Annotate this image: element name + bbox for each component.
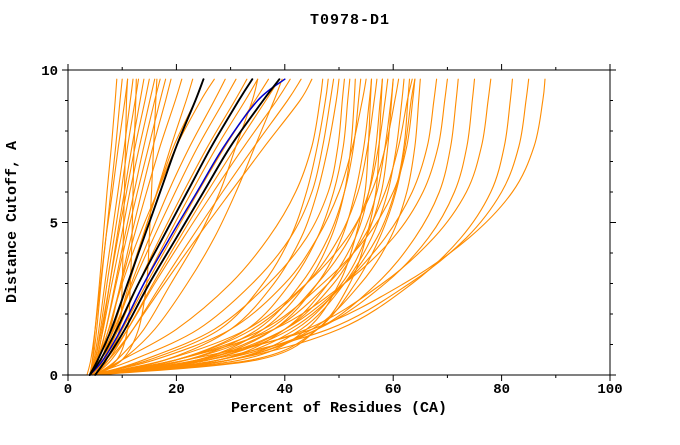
model-curve-orange xyxy=(89,78,373,376)
model-curve-orange xyxy=(89,78,513,376)
y-tick-label: 10 xyxy=(41,64,58,80)
model-curve-orange xyxy=(94,78,383,376)
model-curve-orange xyxy=(86,78,129,376)
model-curve-orange xyxy=(89,78,167,376)
x-axis-label: Percent of Residues (CA) xyxy=(231,400,447,417)
model-curve-orange xyxy=(94,78,302,376)
model-curve-orange xyxy=(89,78,134,376)
model-curve-orange xyxy=(91,78,145,376)
model-curve-orange xyxy=(94,78,340,376)
axes-layer: 0 20 40 60 80 100 0 5 10 xyxy=(41,64,623,398)
model-curve-orange xyxy=(89,78,150,376)
model-curve-orange xyxy=(94,78,345,376)
model-curve-orange xyxy=(89,78,367,376)
model-curve-black xyxy=(88,78,205,376)
model-curve-orange xyxy=(89,78,448,376)
y-tick-label: 0 xyxy=(50,369,58,385)
model-curve-orange xyxy=(89,78,335,376)
model-curve-orange xyxy=(94,78,438,376)
y-axis-label: Distance Cutoff, A xyxy=(4,141,21,303)
model-curve-orange xyxy=(94,78,324,376)
model-curve-orange xyxy=(94,78,280,376)
model-curve-orange xyxy=(94,78,530,376)
x-tick-label: 0 xyxy=(64,382,72,398)
model-curve-black xyxy=(88,78,254,376)
model-curve-orange xyxy=(94,78,137,376)
model-curve-orange xyxy=(89,78,313,376)
chart-title: T0978-D1 xyxy=(310,12,390,29)
x-tick-label: 60 xyxy=(385,382,402,398)
y-tick-label: 5 xyxy=(50,217,58,233)
model-curve-orange xyxy=(89,78,476,376)
model-curve-orange xyxy=(94,78,226,376)
model-curve-orange xyxy=(89,78,156,376)
model-curve-orange xyxy=(89,78,416,376)
x-tick-label: 80 xyxy=(493,382,510,398)
model-curve-orange xyxy=(94,78,283,376)
curves-layer xyxy=(86,78,546,376)
model-curve-orange xyxy=(89,78,400,376)
model-curve-orange xyxy=(89,78,389,376)
x-tick-label: 20 xyxy=(168,382,185,398)
model-curve-orange xyxy=(89,78,118,376)
x-tick-label: 100 xyxy=(597,382,622,398)
x-tick-label: 40 xyxy=(276,382,293,398)
model-curve-orange xyxy=(94,78,492,376)
model-curve-orange xyxy=(89,78,546,376)
model-curve-blue xyxy=(88,78,286,376)
model-curve-black xyxy=(94,78,281,376)
model-curve-orange xyxy=(94,78,172,376)
